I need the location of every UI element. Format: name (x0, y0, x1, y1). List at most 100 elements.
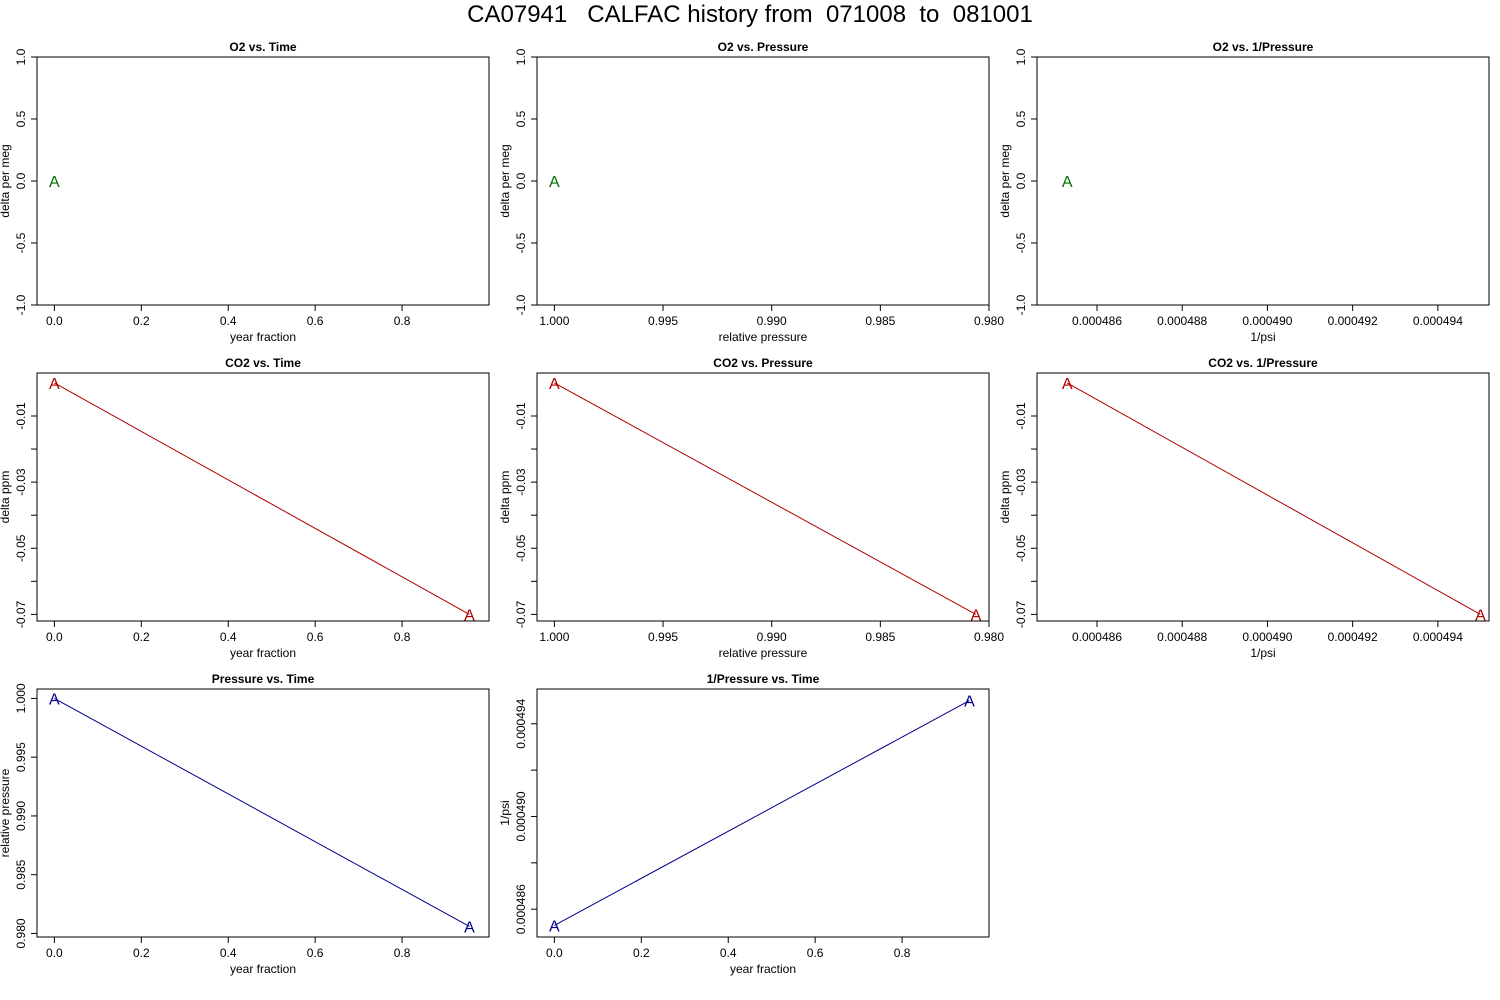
x-axis-label: relative pressure (719, 330, 808, 344)
data-point-marker: A (1062, 376, 1073, 393)
plot-frame (1036, 56, 1490, 306)
y-tick-label: -0.01 (1014, 402, 1028, 430)
y-tick-label: -0.03 (514, 468, 528, 496)
x-tick-label: 0.985 (865, 314, 895, 328)
x-tick-label: 0.4 (220, 314, 237, 328)
x-axis-label: year fraction (230, 330, 296, 344)
plot-title: Pressure vs. Time (212, 672, 315, 686)
y-tick-label: 0.980 (14, 918, 28, 948)
y-axis-label: delta per meg (498, 144, 512, 217)
plot-title: CO2 vs. Pressure (713, 356, 813, 370)
y-tick-label: -0.01 (514, 402, 528, 430)
x-tick-label: 0.980 (974, 630, 1004, 644)
y-axis-label: delta per meg (998, 144, 1012, 217)
series-line (554, 700, 970, 926)
y-axis-label: delta per meg (0, 144, 12, 217)
plot-title: O2 vs. Time (229, 40, 296, 54)
x-tick-label: 0.0 (46, 946, 63, 960)
x-tick-label: 0.000494 (1413, 314, 1463, 328)
x-tick-label: 0.8 (394, 314, 411, 328)
x-tick-label: 1.000 (539, 630, 569, 644)
data-point-marker: A (49, 376, 60, 393)
plot-title: O2 vs. 1/Pressure (1213, 40, 1314, 54)
y-tick-label: -0.07 (14, 600, 28, 628)
page-title: CA07941 CALFAC history from 071008 to 08… (467, 1, 1033, 28)
plot-frame (536, 56, 990, 306)
y-tick-label: -0.01 (14, 402, 28, 430)
x-axis-label: year fraction (730, 962, 796, 976)
y-tick-label: 0.000490 (514, 791, 528, 841)
y-tick-label: -0.03 (1014, 468, 1028, 496)
y-axis-label: delta ppm (498, 471, 512, 524)
x-tick-label: 0.000490 (1242, 314, 1292, 328)
plot-title: 1/Pressure vs. Time (707, 672, 820, 686)
x-tick-label: 0.8 (394, 630, 411, 644)
x-tick-label: 0.995 (648, 630, 678, 644)
x-tick-label: 0.2 (633, 946, 650, 960)
x-tick-label: 0.0 (46, 630, 63, 644)
x-tick-label: 0.6 (307, 314, 324, 328)
x-tick-label: 0.6 (307, 946, 324, 960)
y-axis-label: 1/psi (498, 800, 512, 825)
y-tick-label: -0.5 (1014, 232, 1028, 253)
x-tick-label: 0.980 (974, 314, 1004, 328)
plot-frame (36, 372, 490, 622)
y-tick-label: -1.0 (1014, 294, 1028, 315)
y-tick-label: 0.0 (14, 172, 28, 189)
data-point-marker: A (549, 376, 560, 393)
y-tick-label: 0.5 (514, 110, 528, 127)
x-tick-label: 0.8 (894, 946, 911, 960)
data-point-marker: A (1475, 607, 1486, 624)
y-tick-label: 0.5 (1014, 110, 1028, 127)
y-tick-label: 0.0 (1014, 172, 1028, 189)
x-tick-label: 0.0 (46, 314, 63, 328)
y-axis-label: relative pressure (0, 768, 12, 857)
x-tick-label: 0.000494 (1413, 630, 1463, 644)
data-point-marker: A (1062, 174, 1073, 191)
data-point-marker: A (549, 918, 560, 935)
series-line (554, 382, 977, 615)
x-tick-label: 0.2 (133, 630, 150, 644)
data-point-marker: A (464, 607, 475, 624)
y-tick-label: -0.5 (14, 232, 28, 253)
x-axis-label: 1/psi (1250, 646, 1275, 660)
x-tick-label: 0.6 (807, 946, 824, 960)
y-tick-label: -0.5 (514, 232, 528, 253)
series-line (1066, 382, 1481, 615)
y-tick-label: -0.07 (514, 600, 528, 628)
plot-frame (536, 688, 990, 938)
x-tick-label: 1.000 (539, 314, 569, 328)
y-tick-label: 1.0 (1014, 48, 1028, 65)
y-tick-label: -0.05 (1014, 534, 1028, 562)
y-axis-label: delta ppm (0, 471, 12, 524)
x-tick-label: 0.985 (865, 630, 895, 644)
x-tick-label: 0.2 (133, 946, 150, 960)
y-tick-label: 0.0 (514, 172, 528, 189)
y-tick-label: -0.05 (14, 534, 28, 562)
plot-frame (36, 688, 490, 938)
x-tick-label: 0.000492 (1328, 314, 1378, 328)
x-axis-label: year fraction (230, 962, 296, 976)
y-axis-label: delta ppm (998, 471, 1012, 524)
y-tick-label: 1.0 (14, 48, 28, 65)
x-axis-label: year fraction (230, 646, 296, 660)
data-point-marker: A (549, 174, 560, 191)
plot-title: O2 vs. Pressure (718, 40, 809, 54)
y-tick-label: -0.07 (1014, 600, 1028, 628)
data-point-marker: A (964, 694, 975, 711)
y-tick-label: 1.000 (14, 683, 28, 713)
y-tick-label: 0.5 (14, 110, 28, 127)
data-point-marker: A (464, 919, 475, 936)
x-tick-label: 0.2 (133, 314, 150, 328)
y-tick-label: -1.0 (14, 294, 28, 315)
x-tick-label: 0.6 (307, 630, 324, 644)
plot-frame (36, 56, 490, 306)
data-point-marker: A (49, 691, 60, 708)
y-tick-label: -0.03 (14, 468, 28, 496)
plot-frame (1036, 372, 1490, 622)
x-tick-label: 0.4 (220, 946, 237, 960)
x-tick-label: 0.000488 (1157, 314, 1207, 328)
series-line (54, 382, 470, 615)
y-tick-label: 0.985 (14, 859, 28, 889)
x-tick-label: 0.990 (757, 314, 787, 328)
